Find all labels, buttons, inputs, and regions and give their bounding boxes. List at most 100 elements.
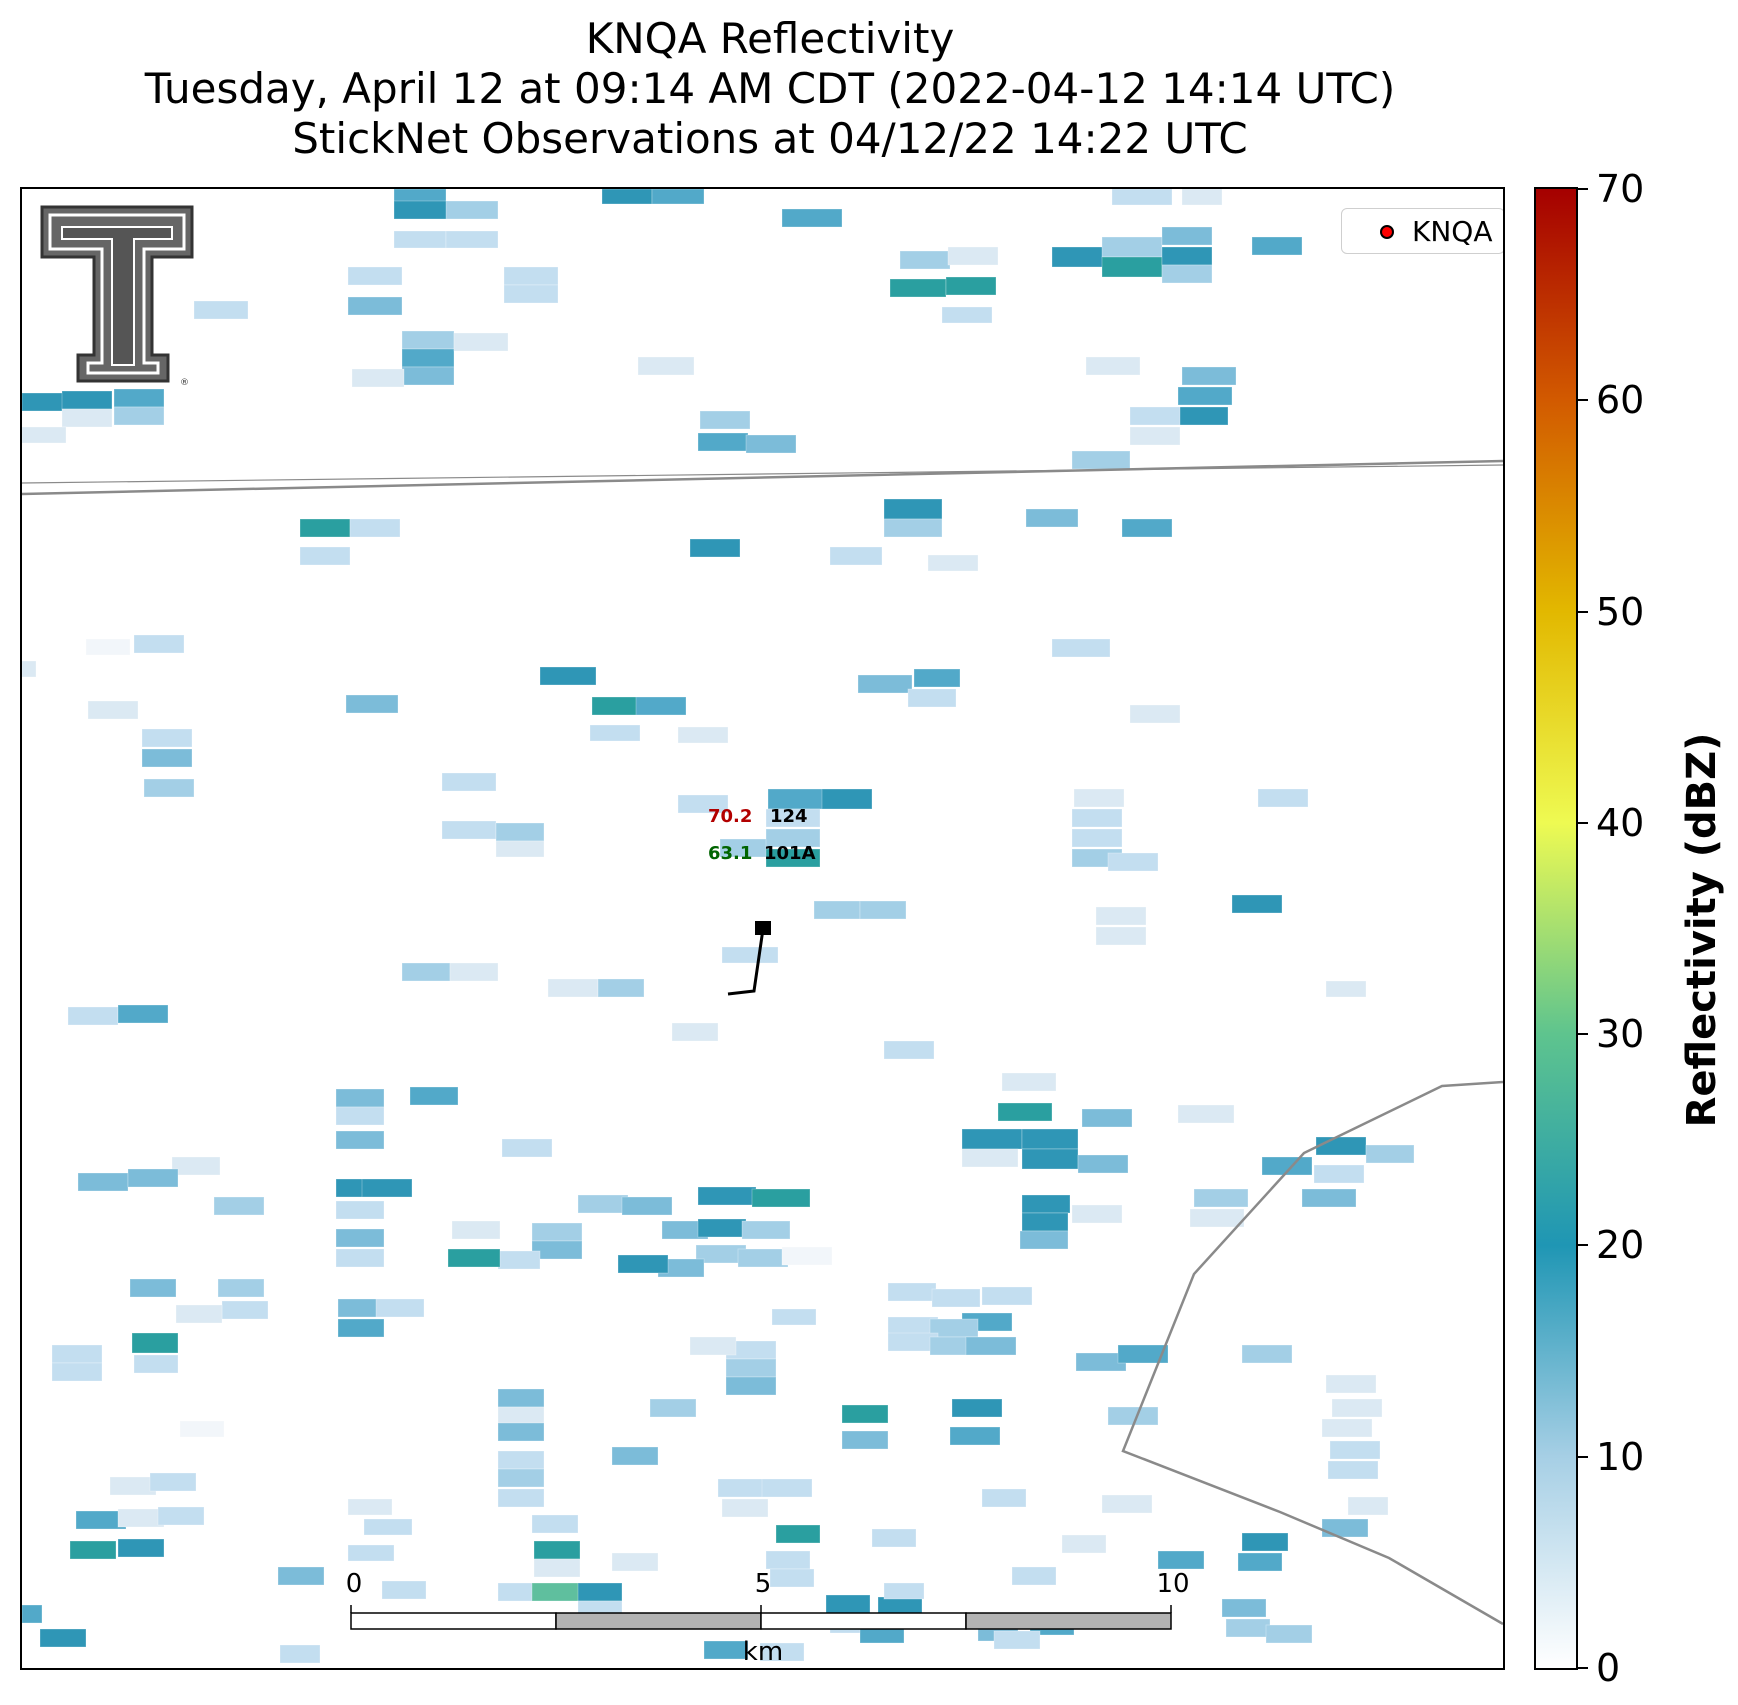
reflectivity-cell bbox=[503, 284, 559, 304]
reflectivity-cell bbox=[22, 1604, 43, 1624]
colorbar-tick-label: 20 bbox=[1596, 1223, 1645, 1268]
colorbar-tick-mark bbox=[1578, 188, 1588, 190]
reflectivity-cell bbox=[497, 1450, 545, 1470]
scale-tick-5: 5 bbox=[754, 1569, 772, 1599]
scale-tick-0: 0 bbox=[345, 1569, 363, 1599]
reflectivity-cell bbox=[69, 1540, 117, 1560]
station-dewpoint: 63.1 bbox=[708, 843, 753, 864]
reflectivity-cell bbox=[531, 1240, 583, 1260]
map-panel[interactable]: ® KNQA 70.2 124 63.1 101A 0 5 10 km bbox=[20, 187, 1505, 1670]
reflectivity-cell bbox=[213, 1196, 265, 1216]
reflectivity-cell bbox=[825, 1594, 871, 1614]
reflectivity-cell bbox=[1021, 1148, 1079, 1170]
reflectivity-cell bbox=[859, 900, 907, 920]
reflectivity-cell bbox=[621, 1196, 673, 1216]
reflectivity-cell bbox=[965, 1336, 1017, 1356]
reflectivity-cell bbox=[841, 1430, 889, 1450]
reflectivity-cell bbox=[857, 674, 913, 694]
reflectivity-cell bbox=[335, 1200, 385, 1220]
colorbar-tick-mark bbox=[1578, 1455, 1588, 1458]
reflectivity-cell bbox=[497, 1488, 545, 1508]
reflectivity-map bbox=[22, 189, 1503, 1664]
county-line-north bbox=[22, 459, 1503, 496]
reflectivity-cell bbox=[141, 728, 193, 748]
reflectivity-cell bbox=[501, 1138, 553, 1158]
reflectivity-cell bbox=[899, 250, 951, 270]
reflectivity-cell bbox=[39, 1628, 87, 1648]
colorbar-tick-mark bbox=[1578, 1033, 1588, 1036]
colorbar-tick-label: 0 bbox=[1596, 1646, 1621, 1690]
colorbar-tick-mark bbox=[1578, 1667, 1588, 1669]
reflectivity-cell bbox=[597, 978, 645, 998]
reflectivity-cell bbox=[951, 1398, 1003, 1418]
reflectivity-cell bbox=[1347, 1496, 1389, 1516]
reflectivity-cell bbox=[453, 332, 509, 352]
reflectivity-cell bbox=[781, 1246, 833, 1266]
reflectivity-cell bbox=[699, 410, 751, 430]
reflectivity-cell bbox=[347, 266, 403, 286]
reflectivity-cell bbox=[883, 1582, 925, 1600]
reflectivity-cell bbox=[883, 518, 943, 538]
reflectivity-cell bbox=[451, 1220, 501, 1240]
station-marker bbox=[755, 921, 771, 935]
reflectivity-cell bbox=[77, 1172, 129, 1192]
reflectivity-cell bbox=[533, 1558, 581, 1578]
reflectivity-cell bbox=[649, 1398, 697, 1418]
reflectivity-cell bbox=[375, 1298, 425, 1318]
reflectivity-cell bbox=[737, 1248, 789, 1268]
reflectivity-cell bbox=[1107, 852, 1159, 872]
reflectivity-cell bbox=[497, 1388, 545, 1408]
colorbar-tick-label: 50 bbox=[1596, 589, 1645, 634]
reflectivity-cell bbox=[1101, 256, 1163, 278]
reflectivity-cell bbox=[611, 1446, 659, 1466]
scale-tick-10: 10 bbox=[1156, 1569, 1190, 1599]
reflectivity-cell bbox=[1365, 1144, 1415, 1164]
reflectivity-cell bbox=[1325, 1374, 1377, 1394]
reflectivity-cell bbox=[1071, 828, 1123, 848]
reflectivity-cell bbox=[335, 1228, 385, 1248]
boundary-lines bbox=[22, 459, 1503, 1626]
reflectivity-cells bbox=[22, 189, 1415, 1664]
reflectivity-cell bbox=[113, 406, 165, 426]
reflectivity-cell bbox=[931, 1288, 981, 1308]
colorbar-tick-mark bbox=[1578, 610, 1588, 613]
reflectivity-cell bbox=[1193, 1188, 1249, 1208]
reflectivity-cell bbox=[299, 546, 351, 566]
reflectivity-cell bbox=[117, 1508, 165, 1528]
reflectivity-cell bbox=[725, 1376, 777, 1396]
title-radar: KNQA Reflectivity bbox=[585, 14, 955, 63]
reflectivity-cell bbox=[1001, 1072, 1057, 1092]
reflectivity-cell bbox=[113, 388, 165, 408]
reflectivity-cell bbox=[1021, 1128, 1079, 1150]
reflectivity-cell bbox=[1231, 894, 1283, 914]
reflectivity-cell bbox=[1313, 1164, 1365, 1184]
reflectivity-cell bbox=[1241, 1532, 1289, 1552]
reflectivity-cell bbox=[221, 1300, 269, 1320]
reflectivity-cell bbox=[719, 838, 771, 858]
reflectivity-cell bbox=[601, 189, 653, 205]
colorbar-tick-label: 60 bbox=[1596, 378, 1645, 423]
reflectivity-cell bbox=[671, 1022, 719, 1042]
reflectivity-cell bbox=[393, 200, 449, 220]
reflectivity-cell bbox=[725, 1358, 777, 1378]
reflectivity-cell bbox=[1327, 1460, 1379, 1480]
reflectivity-cell bbox=[617, 1254, 669, 1274]
reflectivity-cell bbox=[347, 1544, 395, 1562]
reflectivity-cell bbox=[531, 1582, 583, 1602]
reflectivity-cell bbox=[765, 1550, 811, 1570]
reflectivity-cell bbox=[907, 688, 957, 708]
reflectivity-cell bbox=[1129, 704, 1181, 724]
reflectivity-cell bbox=[697, 1186, 757, 1206]
reflectivity-cell bbox=[149, 1472, 197, 1492]
reflectivity-cell bbox=[449, 962, 499, 982]
reflectivity-cell bbox=[697, 1218, 747, 1238]
reflectivity-cell bbox=[829, 546, 883, 566]
reflectivity-cell bbox=[947, 246, 999, 266]
reflectivity-cell bbox=[1321, 1518, 1369, 1538]
reflectivity-cell bbox=[117, 1538, 165, 1558]
legend-label: KNQA bbox=[1412, 215, 1493, 248]
reflectivity-cell bbox=[1071, 1204, 1123, 1224]
reflectivity-cell bbox=[1265, 1624, 1313, 1644]
reflectivity-cell bbox=[841, 1404, 889, 1424]
colorbar-tick-label: 30 bbox=[1596, 1012, 1645, 1057]
